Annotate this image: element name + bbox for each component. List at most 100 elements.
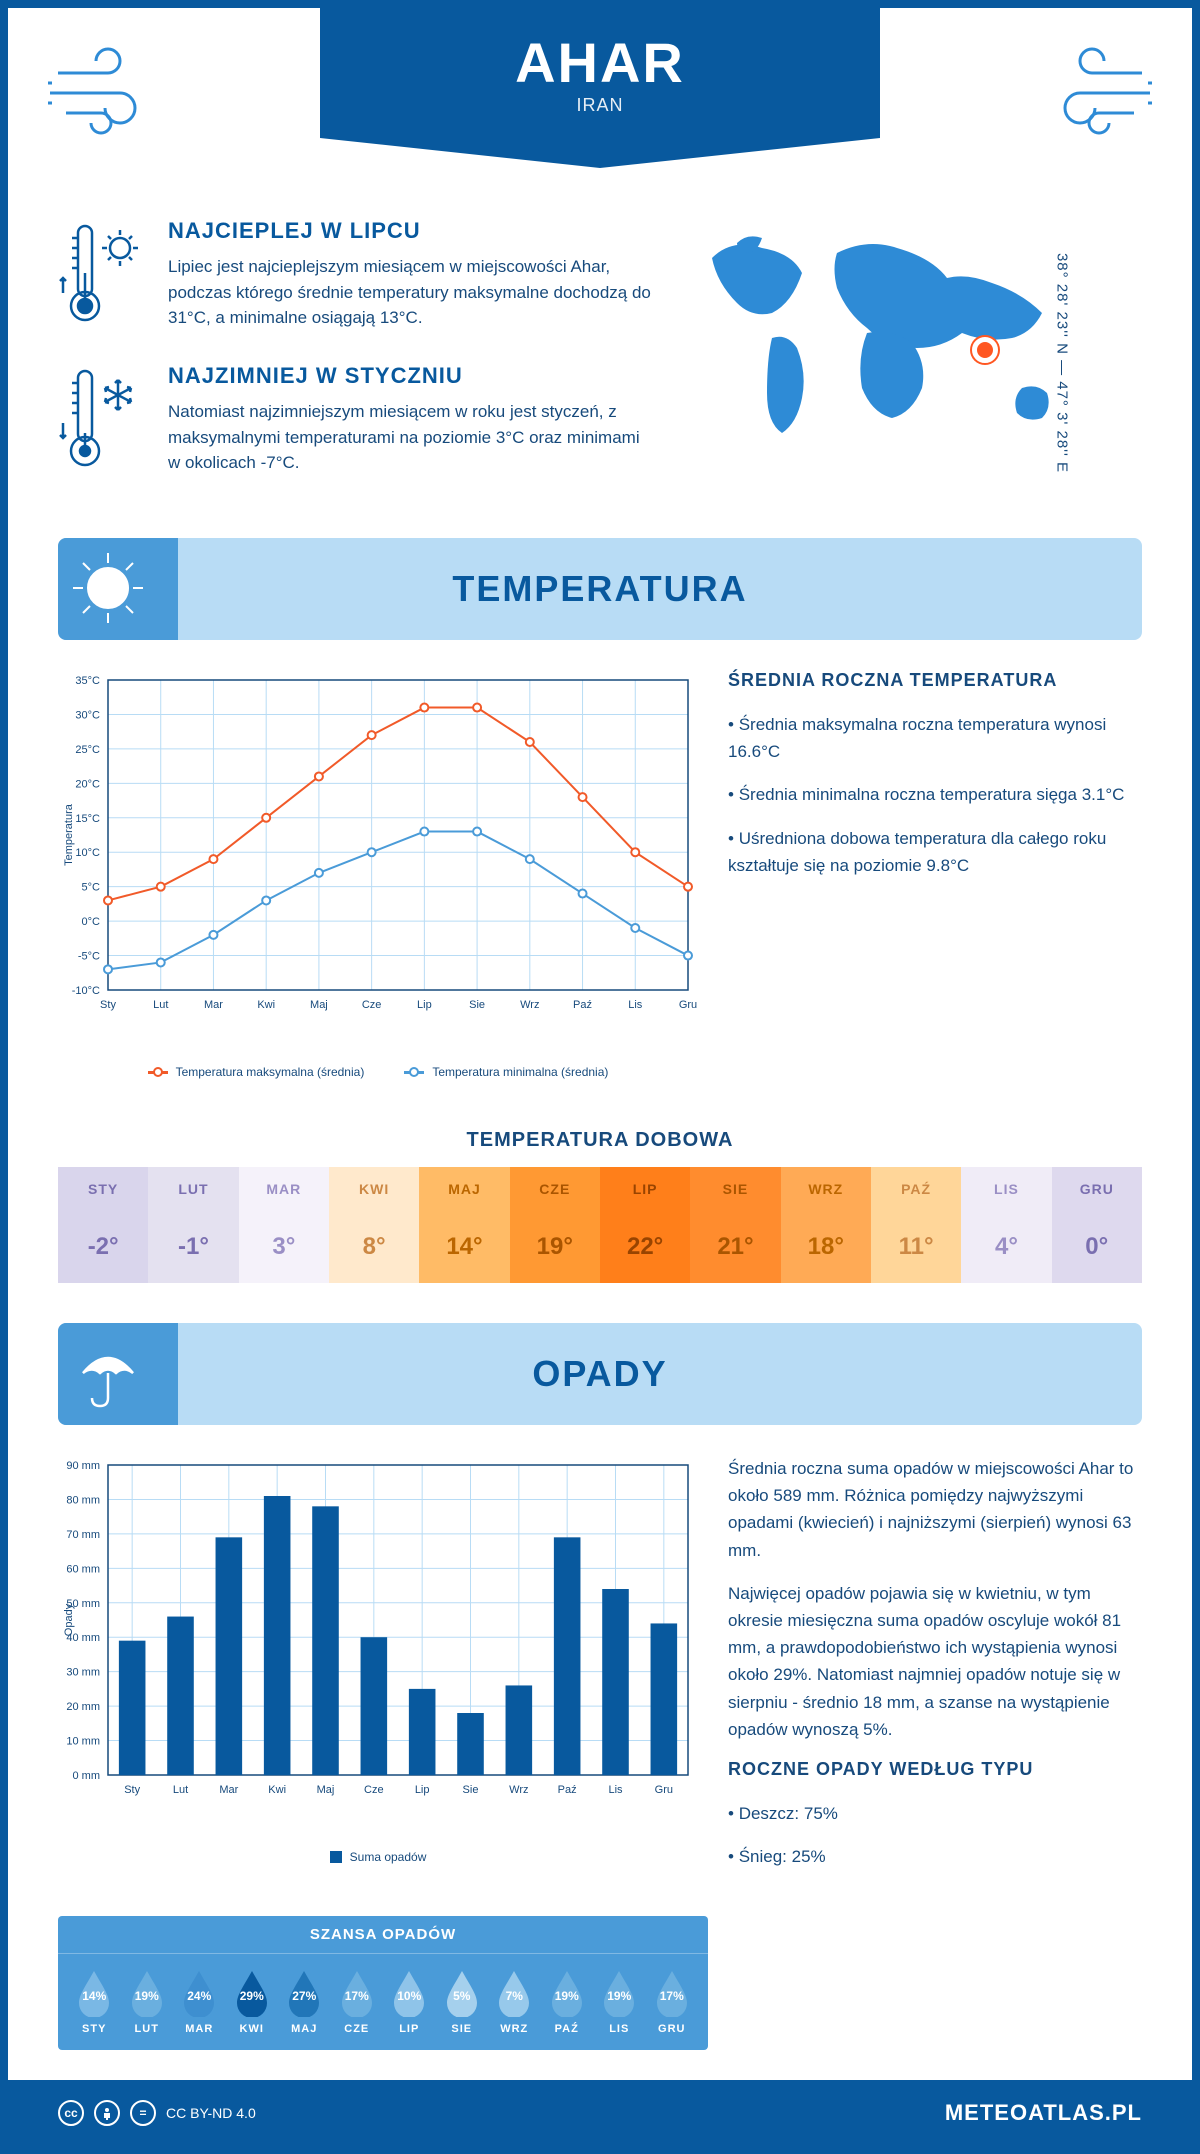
svg-text:35°C: 35°C [75, 675, 100, 687]
precip-summary: Średnia roczna suma opadów w miejscowośc… [728, 1455, 1142, 1886]
precip-bar-chart: 0 mm10 mm20 mm30 mm40 mm50 mm60 mm70 mm8… [58, 1455, 698, 1886]
svg-text:Sie: Sie [463, 1784, 479, 1796]
rain-drop: 24%MAR [173, 1969, 226, 2035]
coordinates: 38° 28' 23'' N — 47° 3' 28'' E [1053, 253, 1070, 473]
rain-drop: 27%MAJ [278, 1969, 331, 2035]
svg-text:10 mm: 10 mm [66, 1736, 100, 1748]
header: AHAR IRAN [8, 8, 1192, 198]
nd-icon: = [130, 2100, 156, 2126]
site-name: METEOATLAS.PL [945, 2100, 1142, 2126]
rain-drop: 5%SIE [436, 1969, 489, 2035]
temp-cell: KWI8° [329, 1167, 419, 1283]
temp-cell: MAJ14° [419, 1167, 509, 1283]
temp-cell: WRZ18° [781, 1167, 871, 1283]
precip-p1: Średnia roczna suma opadów w miejscowośc… [728, 1455, 1142, 1564]
svg-text:Gru: Gru [655, 1784, 673, 1796]
svg-text:Sie: Sie [469, 999, 485, 1011]
precip-type-heading: ROCZNE OPADY WEDŁUG TYPU [728, 1759, 1142, 1780]
temp-cell: LIP22° [600, 1167, 690, 1283]
svg-text:Lis: Lis [608, 1784, 623, 1796]
thermometer-sun-icon [58, 218, 148, 333]
temp-cell: CZE19° [510, 1167, 600, 1283]
temp-cell: MAR3° [239, 1167, 329, 1283]
svg-text:0°C: 0°C [82, 916, 101, 928]
by-icon [94, 2100, 120, 2126]
rain-drop: 14%STY [68, 1969, 121, 2035]
svg-text:Gru: Gru [679, 999, 697, 1011]
temp-bullet: Średnia maksymalna roczna temperatura wy… [728, 711, 1142, 765]
svg-text:60 mm: 60 mm [66, 1563, 100, 1575]
temp-summary: ŚREDNIA ROCZNA TEMPERATURA Średnia maksy… [728, 670, 1142, 1079]
legend-min: Temperatura minimalna (średnia) [432, 1065, 608, 1079]
svg-text:70 mm: 70 mm [66, 1529, 100, 1541]
svg-text:Kwi: Kwi [257, 999, 275, 1011]
legend-precip: Suma opadów [350, 1850, 427, 1864]
rain-drop: 17%GRU [646, 1969, 699, 2035]
wind-icon [48, 38, 178, 143]
svg-text:15°C: 15°C [75, 813, 100, 825]
svg-text:30°C: 30°C [75, 709, 100, 721]
svg-text:5°C: 5°C [82, 882, 101, 894]
temp-cell: LIS4° [961, 1167, 1051, 1283]
legend-max: Temperatura maksymalna (średnia) [176, 1065, 365, 1079]
svg-text:0 mm: 0 mm [73, 1770, 101, 1782]
precip-section-title: OPADY [532, 1353, 667, 1394]
svg-text:20°C: 20°C [75, 778, 100, 790]
precip-type-line: Śnieg: 25% [728, 1843, 1142, 1870]
svg-text:Wrz: Wrz [520, 999, 539, 1011]
svg-text:Paź: Paź [558, 1784, 577, 1796]
svg-text:80 mm: 80 mm [66, 1494, 100, 1506]
precip-p2: Najwięcej opadów pojawia się w kwietniu,… [728, 1580, 1142, 1743]
rain-drop: 19%LUT [121, 1969, 174, 2035]
svg-text:Lut: Lut [153, 999, 168, 1011]
rain-chance-title: SZANSA OPADÓW [58, 1916, 708, 1954]
temp-line-chart: -10°C-5°C0°C5°C10°C15°C20°C25°C30°C35°CS… [58, 670, 698, 1079]
rain-chance-panel: SZANSA OPADÓW 14%STY19%LUT24%MAR29%KWI27… [58, 1916, 708, 2050]
warmest-text: Lipiec jest najcieplejszym miesiącem w m… [168, 254, 652, 331]
svg-text:25°C: 25°C [75, 744, 100, 756]
rain-drop: 7%WRZ [488, 1969, 541, 2035]
precip-legend: Suma opadów [58, 1850, 698, 1864]
svg-text:Mar: Mar [219, 1784, 238, 1796]
temp-cell: PAŹ11° [871, 1167, 961, 1283]
svg-text:Cze: Cze [364, 1784, 384, 1796]
temp-bullet: Średnia minimalna roczna temperatura się… [728, 781, 1142, 808]
svg-text:Maj: Maj [317, 1784, 335, 1796]
world-map-container: 38° 28' 23'' N — 47° 3' 28'' E [682, 218, 1142, 508]
rain-drop: 19%PAŹ [541, 1969, 594, 2035]
svg-text:Lip: Lip [415, 1784, 430, 1796]
world-map-icon [682, 218, 1112, 458]
temp-bullet: Uśredniona dobowa temperatura dla całego… [728, 825, 1142, 879]
daily-temp-title: TEMPERATURA DOBOWA [8, 1109, 1192, 1167]
coldest-title: NAJZIMNIEJ W STYCZNIU [168, 363, 652, 389]
svg-text:Sty: Sty [100, 999, 116, 1011]
temp-summary-heading: ŚREDNIA ROCZNA TEMPERATURA [728, 670, 1142, 691]
svg-text:Opady: Opady [63, 1603, 75, 1636]
sun-icon [58, 538, 178, 640]
umbrella-icon [58, 1323, 178, 1425]
svg-text:Temperatura: Temperatura [63, 803, 75, 866]
rain-drop: 19%LIS [593, 1969, 646, 2035]
svg-text:Mar: Mar [204, 999, 223, 1011]
svg-text:10°C: 10°C [75, 847, 100, 859]
city-title: AHAR [515, 30, 685, 95]
warmest-block: NAJCIEPLEJ W LIPCU Lipiec jest najcieple… [58, 218, 652, 333]
svg-text:Wrz: Wrz [509, 1784, 528, 1796]
svg-text:30 mm: 30 mm [66, 1667, 100, 1679]
country-label: IRAN [576, 95, 623, 116]
temp-section-header: TEMPERATURA [58, 538, 1142, 640]
warmest-title: NAJCIEPLEJ W LIPCU [168, 218, 652, 244]
rain-drop: 17%CZE [331, 1969, 384, 2035]
svg-text:-5°C: -5°C [78, 951, 100, 963]
thermometer-snow-icon [58, 363, 148, 478]
svg-text:Sty: Sty [124, 1784, 140, 1796]
svg-text:Kwi: Kwi [268, 1784, 286, 1796]
map-marker-icon [972, 337, 998, 363]
rain-drop: 10%LIP [383, 1969, 436, 2035]
temp-legend: Temperatura maksymalna (średnia) Tempera… [58, 1065, 698, 1079]
rain-drop: 29%KWI [226, 1969, 279, 2035]
svg-text:Lip: Lip [417, 999, 432, 1011]
svg-text:90 mm: 90 mm [66, 1460, 100, 1472]
svg-text:Cze: Cze [362, 999, 382, 1011]
svg-text:Lis: Lis [628, 999, 643, 1011]
